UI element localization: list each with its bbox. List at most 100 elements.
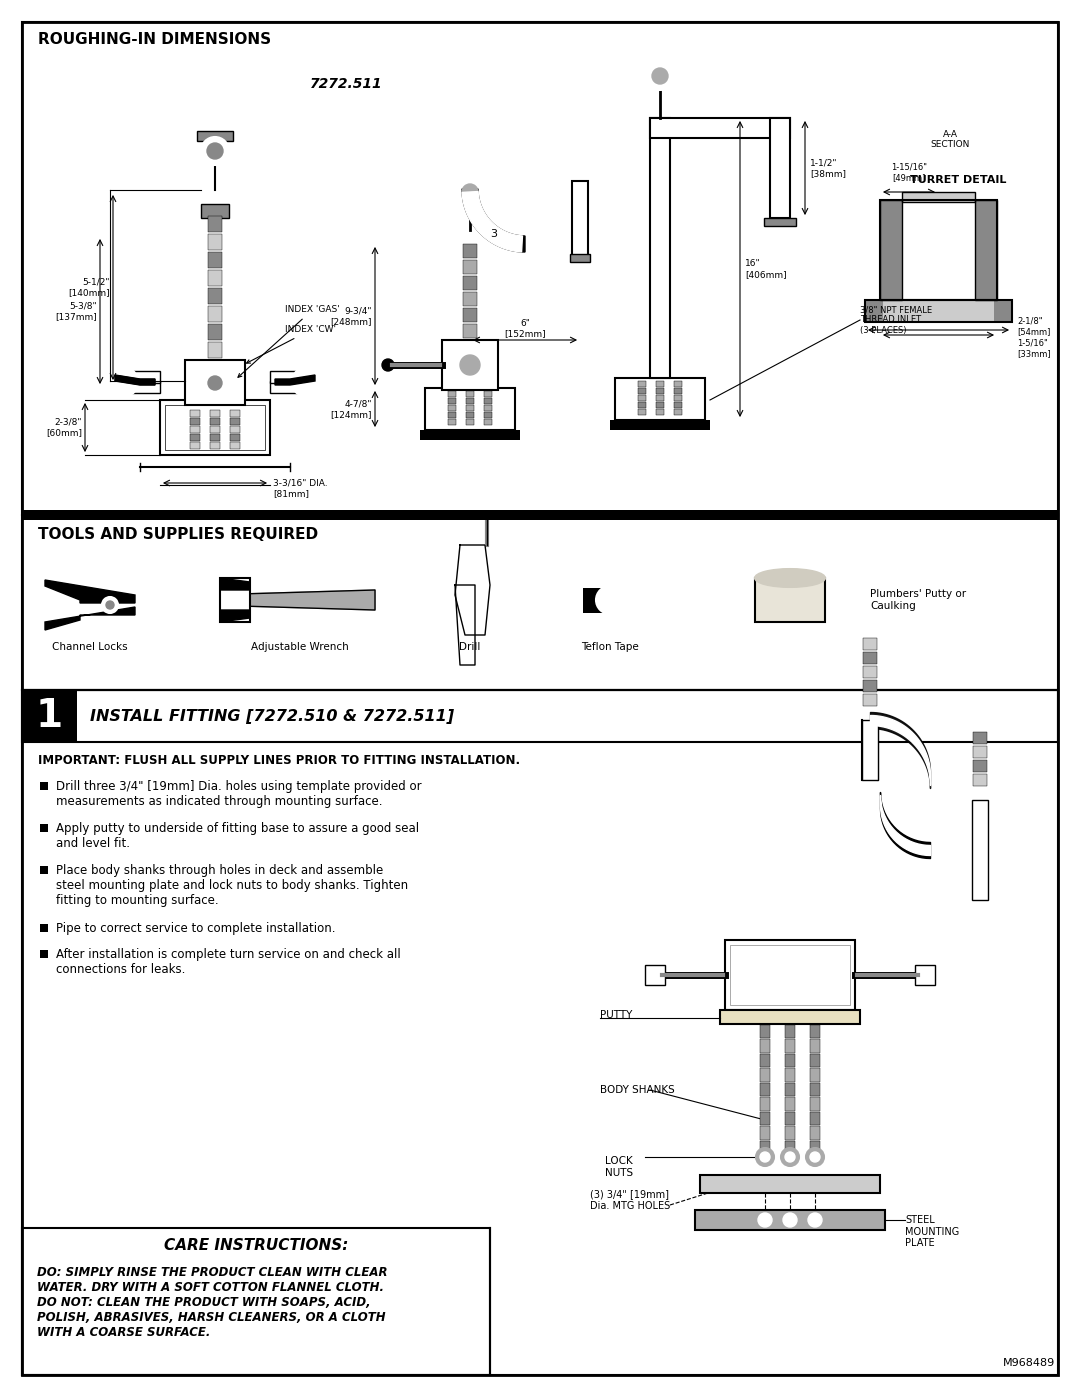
Bar <box>785 1053 795 1067</box>
Bar <box>725 940 855 1010</box>
Bar <box>760 1112 770 1125</box>
Bar <box>463 244 477 258</box>
Circle shape <box>652 68 669 84</box>
Text: DO: SIMPLY RINSE THE PRODUCT CLEAN WITH CLEAR
WATER. DRY WITH A SOFT COTTON FLAN: DO: SIMPLY RINSE THE PRODUCT CLEAN WITH … <box>37 1266 388 1338</box>
Circle shape <box>646 61 674 89</box>
Bar <box>760 1039 770 1053</box>
Bar <box>22 690 77 742</box>
Bar <box>810 1053 820 1067</box>
Bar <box>975 200 997 300</box>
Circle shape <box>294 369 310 386</box>
Bar <box>810 1069 820 1081</box>
Bar <box>863 666 877 678</box>
Bar <box>770 117 789 218</box>
Text: BODY SHANKS: BODY SHANKS <box>600 1085 675 1095</box>
Text: 4-7/8"
[124mm]: 4-7/8" [124mm] <box>330 400 372 419</box>
Circle shape <box>203 372 227 395</box>
Bar <box>760 1097 770 1111</box>
Bar <box>755 578 825 622</box>
Bar <box>638 395 646 401</box>
Text: ROUGHING-IN DIMENSIONS: ROUGHING-IN DIMENSIONS <box>38 32 271 47</box>
Bar <box>197 131 233 141</box>
Bar <box>973 746 987 759</box>
Text: Adjustable Wrench: Adjustable Wrench <box>252 643 349 652</box>
Circle shape <box>783 1213 797 1227</box>
Polygon shape <box>220 610 249 622</box>
Bar <box>22 690 1058 742</box>
Bar <box>208 251 222 268</box>
Bar <box>463 277 477 291</box>
Text: LOCK
NUTS: LOCK NUTS <box>605 1157 633 1178</box>
Bar <box>973 760 987 773</box>
Bar <box>674 388 681 394</box>
Text: M968489: M968489 <box>1002 1358 1055 1368</box>
Bar <box>465 398 474 404</box>
Text: STEEL
MOUNTING
PLATE: STEEL MOUNTING PLATE <box>905 1215 959 1248</box>
Bar <box>484 391 492 397</box>
Bar <box>785 1126 795 1140</box>
Bar <box>22 1228 490 1375</box>
Bar <box>880 200 902 300</box>
Polygon shape <box>455 545 490 636</box>
Polygon shape <box>45 608 135 630</box>
Text: Drill three 3/4" [19mm] Dia. holes using template provided or
measurements as in: Drill three 3/4" [19mm] Dia. holes using… <box>56 780 421 807</box>
Bar <box>674 409 681 415</box>
Circle shape <box>382 359 394 372</box>
Text: INDEX 'CW': INDEX 'CW' <box>246 326 336 363</box>
Text: 2-1/8"
[54mm]: 2-1/8" [54mm] <box>1017 316 1051 335</box>
Bar <box>22 690 1058 1375</box>
Ellipse shape <box>582 573 637 627</box>
Text: (3) 3/4" [19mm]
Dia. MTG HOLES: (3) 3/4" [19mm] Dia. MTG HOLES <box>590 1189 671 1211</box>
Text: 3-3/16" DIA.
[81mm]: 3-3/16" DIA. [81mm] <box>273 479 327 499</box>
Circle shape <box>758 1213 772 1227</box>
Text: Plumbers' Putty or
Caulking: Plumbers' Putty or Caulking <box>870 590 967 610</box>
Bar <box>190 434 200 441</box>
Bar <box>760 1126 770 1140</box>
Bar <box>22 515 1058 520</box>
Bar <box>785 1083 795 1097</box>
Bar <box>880 200 902 300</box>
Bar <box>463 307 477 321</box>
Bar <box>863 652 877 664</box>
Bar <box>650 117 670 379</box>
Bar <box>785 1025 795 1038</box>
Bar <box>674 395 681 401</box>
Bar <box>656 381 664 387</box>
Bar <box>975 200 997 300</box>
Bar <box>810 1039 820 1053</box>
Bar <box>210 409 220 416</box>
Bar <box>465 419 474 425</box>
Bar <box>638 388 646 394</box>
Bar <box>210 441 220 448</box>
Bar <box>973 732 987 745</box>
Circle shape <box>201 137 229 165</box>
Bar <box>865 300 1012 321</box>
Bar <box>190 409 200 416</box>
Text: CARE INSTRUCTIONS:: CARE INSTRUCTIONS: <box>164 1238 348 1253</box>
Bar <box>463 292 477 306</box>
Text: TOOLS AND SUPPLIES REQUIRED: TOOLS AND SUPPLIES REQUIRED <box>38 527 319 542</box>
Text: After installation is complete turn service on and check all
connections for lea: After installation is complete turn serv… <box>56 949 401 977</box>
Bar <box>208 306 222 321</box>
Bar <box>650 117 789 138</box>
Bar <box>810 1097 820 1111</box>
Circle shape <box>596 585 624 615</box>
Text: INDEX 'GAS': INDEX 'GAS' <box>238 306 340 377</box>
Bar <box>208 270 222 286</box>
Bar <box>863 680 877 692</box>
Bar <box>448 419 456 425</box>
Bar <box>22 510 1058 515</box>
Polygon shape <box>275 374 315 386</box>
Bar <box>972 800 988 900</box>
Text: Drill: Drill <box>459 643 481 652</box>
Text: A-A
SECTION: A-A SECTION <box>930 130 970 149</box>
Bar <box>465 391 474 397</box>
Text: 1-1/2"
[38mm]: 1-1/2" [38mm] <box>810 158 846 177</box>
Text: 1: 1 <box>36 697 63 735</box>
Bar <box>973 774 987 787</box>
Bar <box>420 430 519 440</box>
Bar <box>40 923 48 932</box>
Bar <box>230 441 240 448</box>
Bar <box>865 300 1012 321</box>
Circle shape <box>756 1148 774 1166</box>
